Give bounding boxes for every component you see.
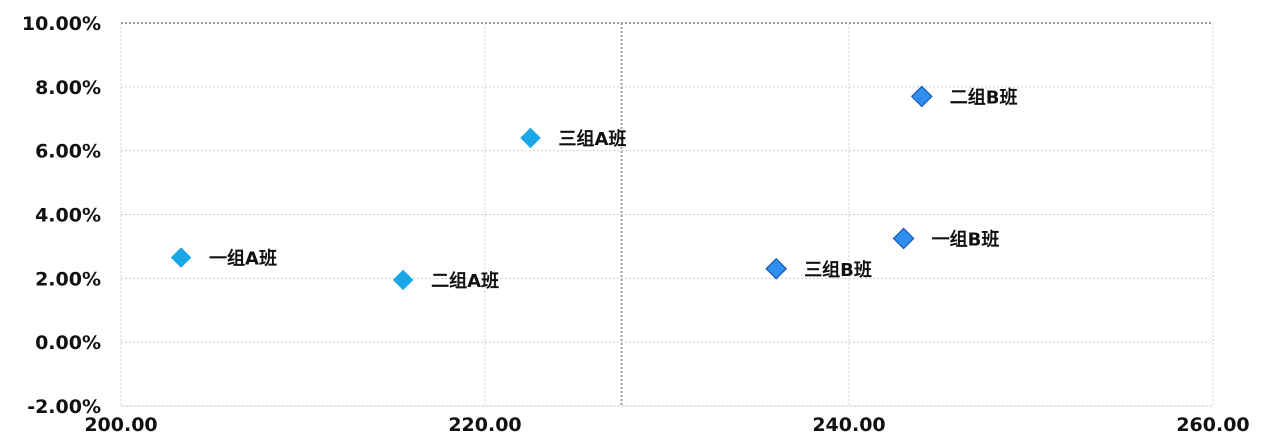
point-label: 二组B班: [950, 86, 1018, 108]
point-label: 三组A班: [559, 128, 627, 150]
scatter-point: [520, 127, 541, 149]
x-tick-label: 260.00: [1176, 414, 1249, 436]
scatter-point: [765, 257, 788, 280]
point-label: 一组A班: [209, 248, 277, 270]
x-tick-label: 220.00: [448, 414, 521, 436]
y-tick-label: -2.00%: [27, 396, 101, 418]
scatter-point: [392, 269, 414, 291]
y-tick-label: 10.00%: [22, 13, 101, 35]
axis-tick-labels: 200.00 220.00 240.00 260.00 -2.00% 0.00% 2.00%…: [22, 13, 1250, 436]
point-label: 二组A班: [431, 270, 499, 292]
x-tick-label: 200.00: [84, 414, 157, 436]
data-points: [170, 85, 933, 291]
scatter-point: [910, 85, 933, 108]
x-tick-label: 240.00: [812, 414, 885, 436]
reference-lines: [121, 22, 1213, 406]
y-tick-label: 6.00%: [35, 141, 101, 163]
y-tick-label: 4.00%: [35, 205, 101, 227]
point-label: 三组B班: [804, 259, 872, 281]
y-tick-label: 2.00%: [35, 268, 101, 290]
y-tick-label: 0.00%: [35, 332, 101, 354]
y-tick-label: 8.00%: [35, 77, 101, 99]
grid-lines: [120, 22, 1214, 407]
scatter-point: [892, 227, 915, 250]
scatter-point: [170, 247, 192, 268]
point-label: 一组B班: [932, 228, 1000, 250]
